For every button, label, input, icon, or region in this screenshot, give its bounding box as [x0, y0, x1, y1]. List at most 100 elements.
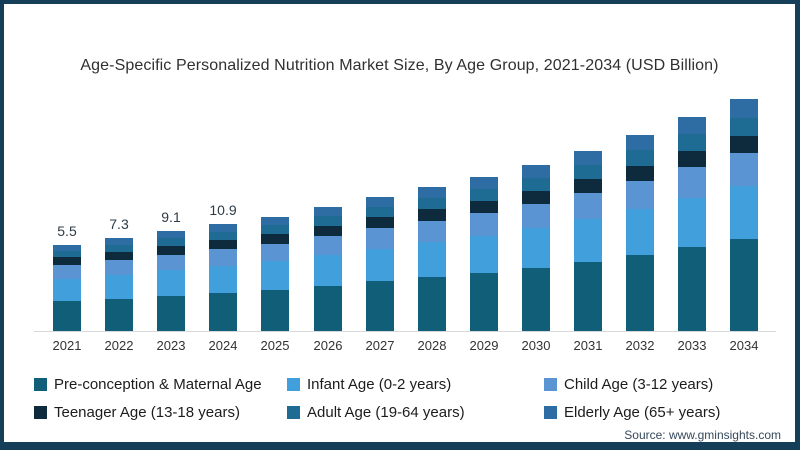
segment-2033-series-5 — [678, 117, 706, 134]
segment-2021-series-2 — [53, 265, 81, 279]
segment-2032-series-2 — [626, 181, 654, 209]
segment-2032-series-1 — [626, 209, 654, 255]
bar-2032 — [626, 135, 654, 331]
legend-label: Pre-conception & Maternal Age — [54, 376, 262, 393]
legend-swatch-icon — [544, 378, 557, 391]
x-tick-2026: 2026 — [313, 338, 343, 353]
legend-swatch-icon — [287, 406, 300, 419]
bar-2034 — [730, 99, 758, 331]
legend-label: Elderly Age (65+ years) — [564, 404, 721, 421]
segment-2021-series-1 — [53, 279, 81, 301]
segment-2028-series-4 — [418, 198, 446, 209]
bar-2030 — [522, 165, 550, 331]
legend-swatch-icon — [34, 378, 47, 391]
segment-2033-series-0 — [678, 247, 706, 331]
plot-area: 2021 5.5 2022 7.3 2023 9.1 2024 10.9 2025 2026 202… — [4, 4, 795, 442]
segment-2022-series-1 — [105, 275, 133, 299]
segment-2031-series-2 — [574, 193, 602, 219]
segment-2030-series-2 — [522, 204, 550, 228]
segment-2023-series-3 — [157, 246, 185, 255]
bar-2021 — [53, 245, 81, 331]
segment-2021-series-5 — [53, 245, 81, 251]
segment-2026-series-1 — [314, 255, 342, 286]
segment-2027-series-2 — [366, 228, 394, 249]
x-tick-2034: 2034 — [729, 338, 759, 353]
segment-2032-series-4 — [626, 150, 654, 166]
bar-2024 — [209, 224, 237, 331]
segment-2021-series-0 — [53, 301, 81, 331]
bar-2025 — [261, 217, 289, 331]
data-label-2022: 7.3 — [109, 216, 129, 232]
segment-2021-series-4 — [53, 251, 81, 257]
source-attribution: Source: www.gminsights.com — [624, 428, 781, 442]
segment-2033-series-3 — [678, 151, 706, 167]
legend-item-series-1: Infant Age (0-2 years) — [287, 376, 544, 393]
data-label-2021: 5.5 — [57, 223, 77, 239]
data-label-2023: 9.1 — [161, 209, 181, 225]
segment-2026-series-0 — [314, 286, 342, 331]
legend-swatch-icon — [34, 406, 47, 419]
x-tick-2033: 2033 — [677, 338, 707, 353]
segment-2027-series-0 — [366, 281, 394, 331]
segment-2033-series-4 — [678, 134, 706, 151]
legend-label: Child Age (3-12 years) — [564, 376, 714, 393]
segment-2034-series-4 — [730, 118, 758, 136]
segment-2027-series-4 — [366, 207, 394, 217]
segment-2024-series-4 — [209, 232, 237, 240]
x-tick-2022: 2022 — [104, 338, 134, 353]
segment-2028-series-1 — [418, 242, 446, 277]
x-tick-2032: 2032 — [625, 338, 655, 353]
bar-2026 — [314, 207, 342, 331]
legend: Pre-conception & Maternal Age Infant Age … — [34, 376, 775, 421]
segment-2034-series-5 — [730, 99, 758, 118]
x-tick-2031: 2031 — [573, 338, 603, 353]
segment-2031-series-4 — [574, 165, 602, 179]
bar-2027 — [366, 197, 394, 331]
x-tick-2023: 2023 — [156, 338, 186, 353]
segment-2032-series-0 — [626, 255, 654, 331]
segment-2030-series-4 — [522, 178, 550, 191]
segment-2024-series-1 — [209, 266, 237, 293]
segment-2028-series-3 — [418, 209, 446, 221]
segment-2028-series-5 — [418, 187, 446, 198]
segment-2031-series-3 — [574, 179, 602, 193]
legend-swatch-icon — [544, 406, 557, 419]
segment-2023-series-5 — [157, 231, 185, 238]
bar-2022 — [105, 238, 133, 331]
legend-item-series-4: Adult Age (19-64 years) — [287, 404, 544, 421]
x-axis-line — [34, 331, 776, 332]
bar-2031 — [574, 151, 602, 331]
segment-2026-series-3 — [314, 226, 342, 236]
segment-2034-series-1 — [730, 186, 758, 239]
segment-2024-series-2 — [209, 249, 237, 266]
segment-2030-series-0 — [522, 268, 550, 331]
segment-2031-series-1 — [574, 219, 602, 262]
segment-2025-series-1 — [261, 261, 289, 290]
x-tick-2027: 2027 — [365, 338, 395, 353]
legend-label: Teenager Age (13-18 years) — [54, 404, 240, 421]
legend-item-series-5: Elderly Age (65+ years) — [544, 404, 775, 421]
segment-2034-series-3 — [730, 136, 758, 153]
bar-2033 — [678, 117, 706, 331]
segment-2027-series-3 — [366, 217, 394, 228]
segment-2022-series-3 — [105, 252, 133, 260]
segment-2033-series-1 — [678, 198, 706, 247]
segment-2027-series-1 — [366, 249, 394, 281]
segment-2030-series-1 — [522, 228, 550, 268]
segment-2034-series-0 — [730, 239, 758, 331]
segment-2023-series-2 — [157, 255, 185, 270]
segment-2029-series-1 — [470, 236, 498, 273]
segment-2027-series-5 — [366, 197, 394, 207]
x-tick-2024: 2024 — [208, 338, 238, 353]
bar-2023 — [157, 231, 185, 331]
segment-2026-series-4 — [314, 216, 342, 226]
segment-2029-series-0 — [470, 273, 498, 331]
segment-2033-series-2 — [678, 167, 706, 198]
chart-title: Age-Specific Personalized Nutrition Mark… — [80, 57, 719, 74]
legend-label: Adult Age (19-64 years) — [307, 404, 465, 421]
segment-2030-series-5 — [522, 165, 550, 178]
segment-2026-series-2 — [314, 236, 342, 255]
segment-2023-series-0 — [157, 296, 185, 331]
